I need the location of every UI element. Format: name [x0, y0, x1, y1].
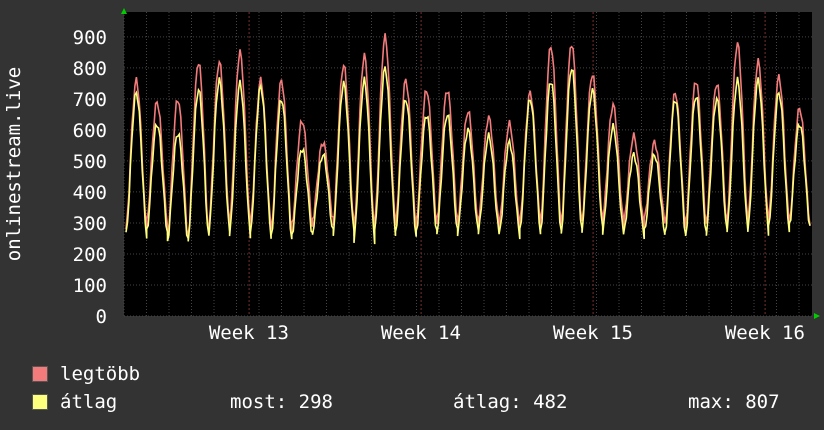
series-line-max [125, 33, 811, 239]
y-tick-label: 700 [73, 89, 107, 111]
x-tick-label: Week 15 [553, 322, 633, 344]
x-tick-label: Week 14 [381, 322, 461, 344]
y-tick-label: 500 [73, 151, 107, 173]
y-tick-label: 400 [73, 182, 107, 204]
y-tick-label: 600 [73, 120, 107, 142]
x-tick-label: Week 16 [725, 322, 805, 344]
x-axis-arrow-icon [814, 313, 820, 319]
y-tick-label: 800 [73, 58, 107, 80]
series-lines [125, 33, 811, 245]
series-line-avg [125, 66, 811, 245]
x-tick-label: Week 13 [209, 322, 289, 344]
y-axis-ticks: 0 100 200 300 400 500 600 700 800 900 [73, 27, 107, 328]
y-tick-label: 200 [73, 244, 107, 266]
y-tick-label: 900 [73, 27, 107, 49]
y-tick-label: 0 [96, 306, 107, 328]
y-axis-arrow-icon [121, 8, 127, 14]
y-tick-label: 100 [73, 275, 107, 297]
y-tick-label: 300 [73, 213, 107, 235]
x-axis-ticks: Week 13 Week 14 Week 15 Week 16 [209, 322, 805, 344]
y-axis-label: onlinestream.live [3, 67, 25, 261]
